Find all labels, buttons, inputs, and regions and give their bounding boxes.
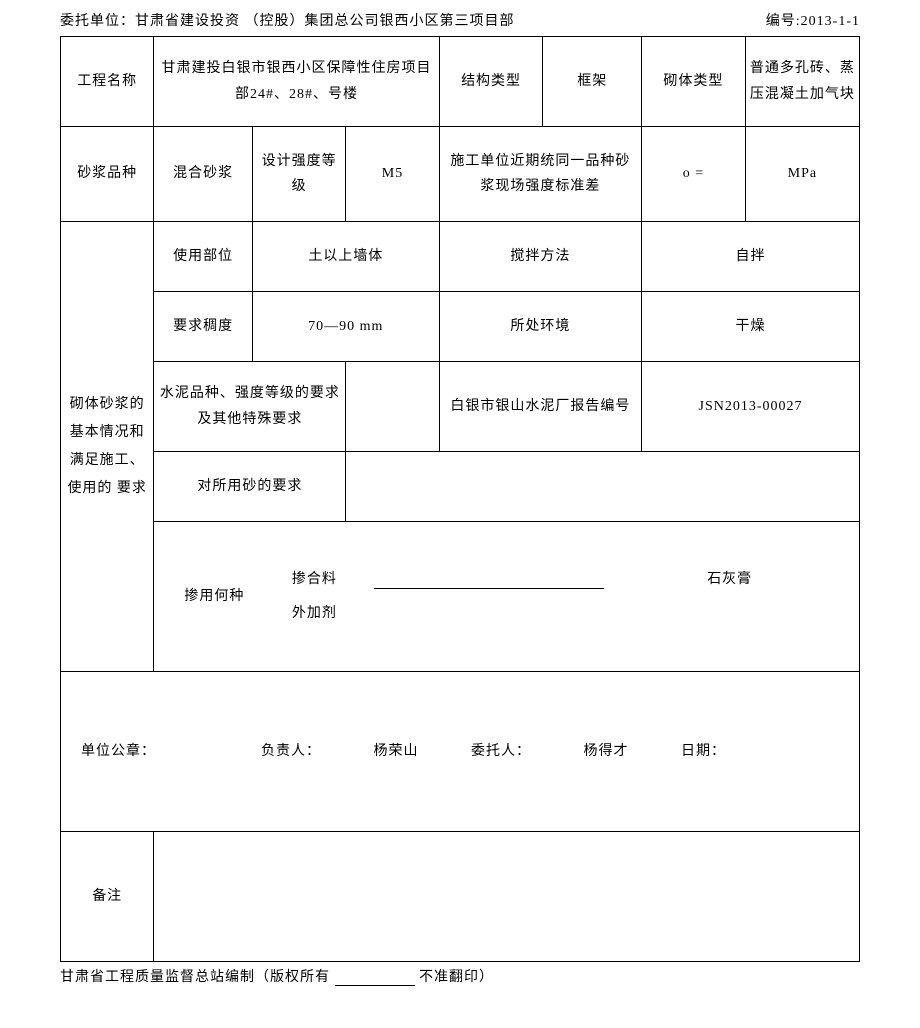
row-mortar-info: 砂浆品种 混合砂浆 设计强度等级 M5 施工单位近期统同一品种砂浆现场强度标准差… xyxy=(61,127,860,222)
doc-number: 编号:2013-1-1 xyxy=(766,10,860,30)
label-masonry-type: 砌体类型 xyxy=(642,37,746,127)
label-report-no: 白银市银山水泥厂报告编号 xyxy=(439,362,641,452)
footer: 甘肃省工程质量监督总站编制（版权所有 不准翻印） xyxy=(60,962,860,986)
label-consistency: 要求稠度 xyxy=(154,292,253,362)
value-entrust-person: 杨得才 xyxy=(541,739,671,764)
footer-underline xyxy=(335,972,415,986)
label-unit-stamp: 单位公章： xyxy=(81,739,251,764)
value-environment: 干燥 xyxy=(642,292,860,362)
admix-line-1: 掺合料 石灰膏 xyxy=(264,567,855,592)
value-cement-req xyxy=(346,362,439,452)
label-strength-std: 施工单位近期统同一品种砂浆现场强度标准差 xyxy=(439,127,641,222)
underline-1 xyxy=(374,571,604,589)
value-sand-req xyxy=(346,452,860,522)
value-remarks xyxy=(154,832,860,962)
value-mortar-variety: 混合砂浆 xyxy=(154,127,253,222)
label-mixing-method: 搅拌方法 xyxy=(439,222,641,292)
row-admixture: 掺用何种 掺合料 石灰膏 外加剂 xyxy=(61,522,860,672)
value-responsible: 杨荣山 xyxy=(331,739,461,764)
cell-admixture: 掺用何种 掺合料 石灰膏 外加剂 xyxy=(154,522,860,672)
row-usage-part: 砌体砂浆的基本情况和满足施工、使用的 要求 使用部位 土以上墙体 搅拌方法 自拌 xyxy=(61,222,860,292)
footer-prefix: 甘肃省工程质量监督总站编制（版权所有 xyxy=(60,970,330,985)
label-use-which-type: 掺用何种 xyxy=(164,579,264,614)
value-o-equals: o = xyxy=(642,127,746,222)
label-sand-req: 对所用砂的要求 xyxy=(154,452,346,522)
main-table: 工程名称 甘肃建投白银市银西小区保障性住房项目部24#、28#、号楼 结构类型 … xyxy=(60,36,860,962)
label-usage-part: 使用部位 xyxy=(154,222,253,292)
label-project-name: 工程名称 xyxy=(61,37,154,127)
label-date: 日期： xyxy=(681,739,726,764)
value-usage-part: 土以上墙体 xyxy=(252,222,439,292)
label-additive: 外加剂 xyxy=(264,601,364,626)
label-design-grade: 设计强度等级 xyxy=(252,127,345,222)
row-consistency: 要求稠度 70—90 mm 所处环境 干燥 xyxy=(61,292,860,362)
admix-line-2: 外加剂 xyxy=(264,601,855,626)
footer-suffix: 不准翻印） xyxy=(419,970,494,985)
row-project-info: 工程名称 甘肃建投白银市银西小区保障性住房项目部24#、28#、号楼 结构类型 … xyxy=(61,37,860,127)
label-cement-req: 水泥品种、强度等级的要求及其他特殊要求 xyxy=(154,362,346,452)
label-responsible: 负责人： xyxy=(261,739,321,764)
label-structure-type: 结构类型 xyxy=(439,37,543,127)
value-structure-type: 框架 xyxy=(543,37,642,127)
value-design-grade: M5 xyxy=(346,127,439,222)
row-remarks: 备注 xyxy=(61,832,860,962)
label-environment: 所处环境 xyxy=(439,292,641,362)
value-report-no: JSN2013-00027 xyxy=(642,362,860,452)
value-project-name: 甘肃建投白银市银西小区保障性住房项目部24#、28#、号楼 xyxy=(154,37,439,127)
entrust-unit: 委托单位：甘肃省建设投资 （控股）集团总公司银西小区第三项目部 xyxy=(60,10,515,30)
label-admixture-material: 掺合料 xyxy=(264,567,364,592)
value-mixing-method: 自拌 xyxy=(642,222,860,292)
row-cement: 水泥品种、强度等级的要求及其他特殊要求 白银市银山水泥厂报告编号 JSN2013… xyxy=(61,362,860,452)
value-consistency: 70—90 mm xyxy=(252,292,439,362)
document-header: 委托单位：甘肃省建设投资 （控股）集团总公司银西小区第三项目部 编号:2013-… xyxy=(60,10,860,30)
row-sand: 对所用砂的要求 xyxy=(61,452,860,522)
label-remarks: 备注 xyxy=(61,832,154,962)
cell-stamp: 单位公章： 负责人： 杨荣山 委托人： 杨得才 日期： xyxy=(61,672,860,832)
label-requirements-sidebar: 砌体砂浆的基本情况和满足施工、使用的 要求 xyxy=(61,222,154,672)
label-entrust-person: 委托人： xyxy=(471,739,531,764)
value-masonry-type: 普通多孔砖、蒸压混凝土加气块 xyxy=(745,37,859,127)
label-mortar-variety: 砂浆品种 xyxy=(61,127,154,222)
value-admixture-material: 石灰膏 xyxy=(604,567,855,592)
value-mpa: MPa xyxy=(745,127,859,222)
row-stamp: 单位公章： 负责人： 杨荣山 委托人： 杨得才 日期： xyxy=(61,672,860,832)
